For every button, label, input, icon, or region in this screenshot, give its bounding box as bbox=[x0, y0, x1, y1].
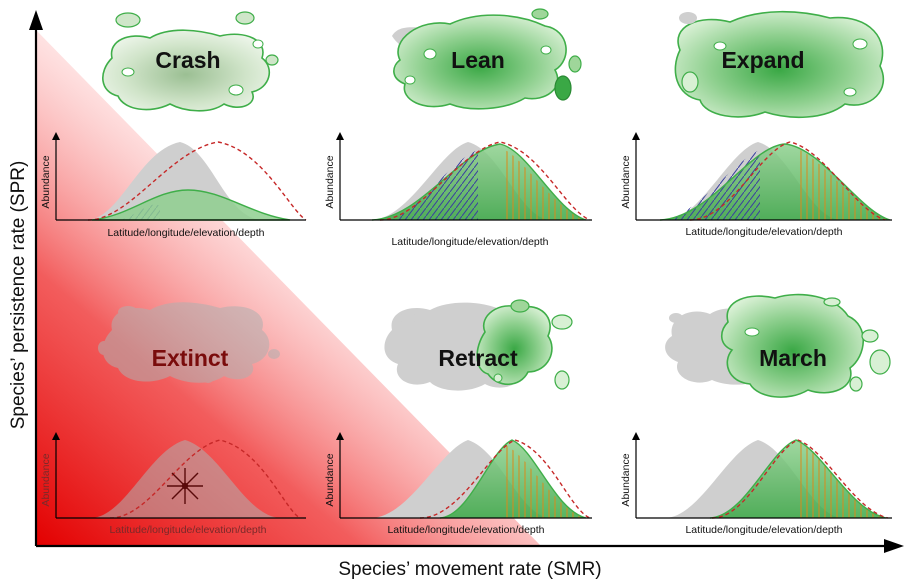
march-chart bbox=[632, 432, 892, 519]
y-axis-arrow bbox=[29, 10, 43, 30]
panel-lean: Lean Abundance Latitude/longitude/elevat… bbox=[324, 8, 592, 248]
y-axis-label: Species’ persistence rate (SPR) bbox=[8, 161, 29, 430]
lean-chart bbox=[336, 132, 592, 221]
retract-chart bbox=[336, 432, 592, 519]
panel-expand: Expand Abundance Latitude/longitude/elev… bbox=[620, 10, 892, 238]
location-label-retract: Latitude/longitude/elevation/depth bbox=[387, 524, 544, 536]
extinct-range-map bbox=[98, 302, 280, 383]
panel-crash: Crash Abundance Latitude/longitude/eleva… bbox=[40, 11, 307, 239]
panel-extinct: Extinct Abundance Latitude/longitude/ele… bbox=[40, 302, 306, 536]
panel-title-expand: Expand bbox=[721, 47, 804, 73]
extinct-chart bbox=[52, 432, 306, 519]
abundance-label-march: Abundance bbox=[620, 453, 632, 506]
abundance-label-extinct: Abundance bbox=[40, 453, 52, 506]
x-axis-arrow bbox=[884, 539, 904, 553]
panel-title-lean: Lean bbox=[451, 47, 505, 73]
panel-title-retract: Retract bbox=[438, 345, 518, 371]
expand-range-map bbox=[674, 10, 885, 119]
lean-range-map bbox=[392, 8, 582, 110]
panel-retract: Retract Abundance Latitude/longitude/ele… bbox=[324, 299, 592, 536]
retract-range-map bbox=[384, 299, 573, 391]
crash-chart bbox=[52, 132, 307, 221]
x-axis-label: Species’ movement rate (SMR) bbox=[338, 559, 601, 580]
location-label-expand: Latitude/longitude/elevation/depth bbox=[685, 226, 842, 238]
panel-march: March Abundance Latitude/longitude/eleva… bbox=[620, 293, 892, 536]
extinction-star-icon bbox=[167, 468, 203, 504]
abundance-label-expand: Abundance bbox=[620, 155, 632, 208]
march-range-map bbox=[665, 293, 891, 398]
abundance-label-crash: Abundance bbox=[40, 155, 52, 208]
crash-range-map bbox=[102, 11, 279, 112]
location-label-crash: Latitude/longitude/elevation/depth bbox=[107, 227, 264, 239]
panel-title-march: March bbox=[759, 345, 827, 371]
panel-title-crash: Crash bbox=[155, 47, 220, 73]
abundance-label-retract: Abundance bbox=[324, 453, 336, 506]
location-label-march: Latitude/longitude/elevation/depth bbox=[685, 524, 842, 536]
expand-chart bbox=[632, 132, 892, 221]
main-axes bbox=[29, 10, 904, 553]
location-label-extinct: Latitude/longitude/elevation/depth bbox=[109, 524, 266, 536]
location-label-lean: Latitude/longitude/elevation/depth bbox=[391, 236, 548, 248]
panel-title-extinct: Extinct bbox=[152, 345, 229, 371]
abundance-label-lean: Abundance bbox=[324, 155, 336, 208]
